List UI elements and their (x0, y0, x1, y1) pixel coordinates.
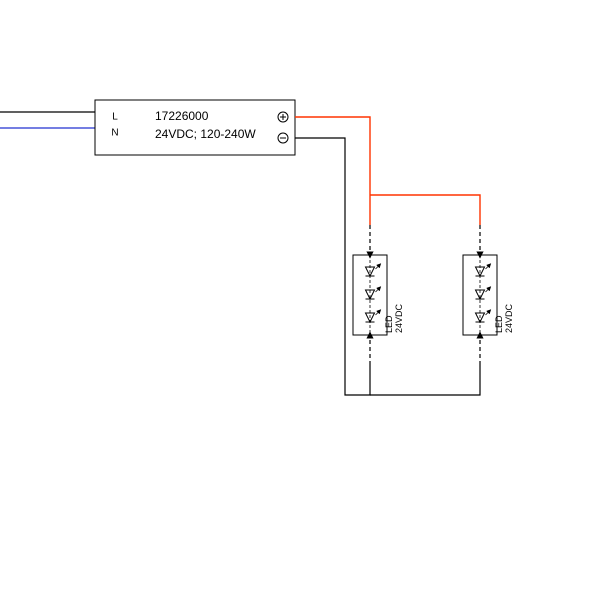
led-label-bottom: 24VDC (394, 303, 404, 333)
led-module-1: LED24VDC (353, 225, 404, 365)
wire-negative (370, 365, 480, 395)
led-label-top: LED (384, 315, 394, 333)
driver-part-number: 17226000 (155, 109, 209, 123)
terminal-negative (278, 133, 288, 143)
wiring-diagram: LN1722600024VDC; 120-240WLED24VDCLED24VD… (0, 0, 600, 600)
wire-negative (295, 138, 370, 395)
terminal-positive (278, 112, 288, 122)
driver-spec: 24VDC; 120-240W (155, 127, 256, 141)
terminal-label-l: L (112, 112, 118, 123)
wire-positive (370, 195, 480, 225)
led-label-top: LED (494, 315, 504, 333)
wire-positive (295, 117, 370, 225)
led-label-bottom: 24VDC (504, 303, 514, 333)
terminal-label-n: N (111, 128, 118, 139)
led-module-2: LED24VDC (463, 225, 514, 365)
